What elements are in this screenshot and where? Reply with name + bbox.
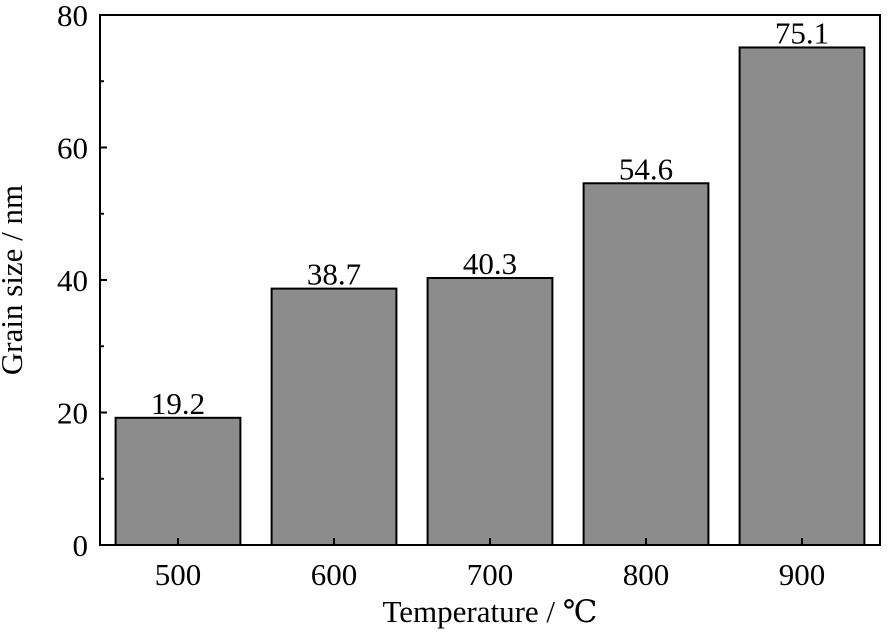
data-label-800: 54.6 bbox=[619, 151, 673, 186]
y-tick-label-80: 80 bbox=[57, 0, 88, 33]
y-tick-label-0: 0 bbox=[73, 528, 89, 563]
x-tick-label-900: 900 bbox=[779, 557, 826, 592]
data-label-900: 75.1 bbox=[775, 15, 829, 50]
x-axis-title: Temperature / ℃ bbox=[383, 594, 598, 629]
bar-500 bbox=[114, 416, 242, 546]
data-label-700: 40.3 bbox=[463, 246, 517, 281]
bars-group: 19.2 38.7 40.3 54.6 75.1 bbox=[114, 15, 866, 547]
x-axis-ticks: 500 600 700 800 900 bbox=[155, 538, 826, 592]
bar-800 bbox=[582, 182, 710, 546]
y-axis-ticks: 0 20 40 60 80 bbox=[57, 0, 107, 563]
data-label-500: 19.2 bbox=[151, 386, 205, 421]
y-tick-label-40: 40 bbox=[57, 263, 88, 298]
y-tick-label-20: 20 bbox=[57, 396, 88, 431]
y-tick-label-60: 60 bbox=[57, 131, 88, 166]
bar-600 bbox=[270, 287, 398, 546]
data-label-600: 38.7 bbox=[307, 257, 361, 292]
bar-900 bbox=[738, 46, 866, 547]
x-tick-label-700: 700 bbox=[467, 557, 514, 592]
x-tick-label-600: 600 bbox=[311, 557, 358, 592]
x-tick-label-500: 500 bbox=[155, 557, 202, 592]
bar-700 bbox=[426, 277, 554, 546]
x-tick-label-800: 800 bbox=[623, 557, 670, 592]
y-axis-title: Grain size / nm bbox=[0, 185, 29, 375]
